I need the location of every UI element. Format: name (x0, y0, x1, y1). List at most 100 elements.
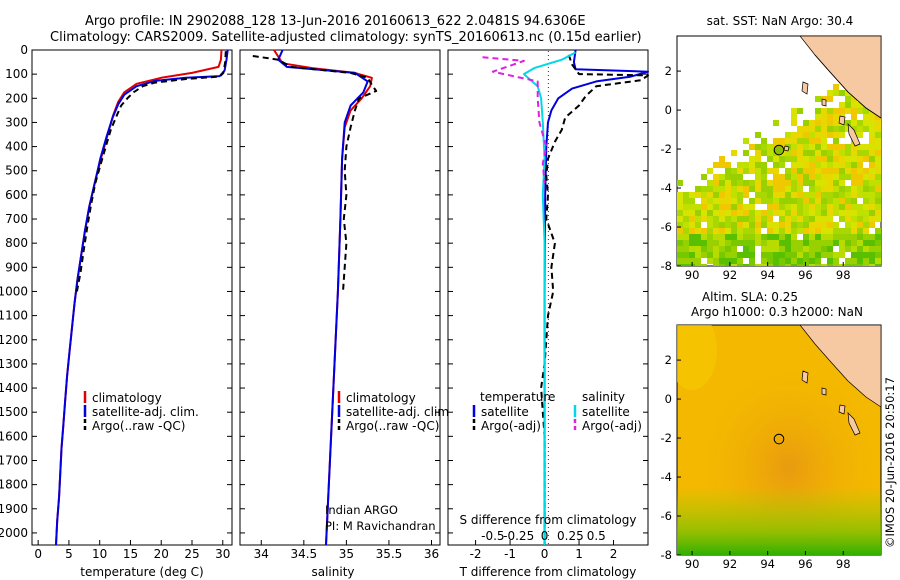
sst-cell (815, 162, 821, 168)
sst-cell (695, 186, 701, 192)
sst-cell (869, 258, 875, 264)
y-tick-label: -2 (661, 431, 672, 445)
sst-cell (851, 198, 857, 204)
legend-label-temp-satellite: satellite (481, 405, 529, 419)
sst-cell (761, 150, 767, 156)
island-shape (783, 81, 861, 152)
x-tick-label: 34 (254, 547, 269, 561)
x-tick-label: 96 (798, 268, 813, 282)
sst-cell (725, 264, 731, 266)
sst-cell (719, 246, 725, 252)
y-tick-label: 700 (5, 212, 28, 226)
sst-cell (839, 228, 845, 234)
sst-cell (689, 234, 695, 240)
sst-cell (815, 252, 821, 258)
sst-cell (785, 258, 791, 264)
sst-cell (821, 186, 827, 192)
sst-cell (767, 240, 773, 246)
x-tick-label: 35 (339, 547, 354, 561)
sst-cell (779, 174, 785, 180)
sst-cell (821, 222, 827, 228)
sst-cell (803, 264, 809, 266)
sst-cell (749, 198, 755, 204)
sst-cell (779, 234, 785, 240)
sst-cell (851, 102, 857, 108)
sst-cell (731, 192, 737, 198)
sst-cell (827, 264, 833, 266)
sst-cell (737, 186, 743, 192)
sst-cell (815, 174, 821, 180)
x-tick-label: 35.5 (376, 547, 403, 561)
sst-cell (695, 204, 701, 210)
y-tick-label: 1100 (0, 309, 28, 323)
sst-cell (839, 162, 845, 168)
y-tick-label: 100 (5, 67, 28, 81)
sst-cell (785, 228, 791, 234)
sst-cell (827, 186, 833, 192)
sst-cell (845, 198, 851, 204)
sst-cell (827, 234, 833, 240)
x-tick-label: 98 (836, 557, 851, 571)
sst-cell (785, 168, 791, 174)
sst-cell (851, 168, 857, 174)
sst-cell (755, 198, 761, 204)
sst-cell (857, 240, 863, 246)
sst-cell (833, 90, 839, 96)
sst-cell (797, 192, 803, 198)
sst-cell (857, 174, 863, 180)
sst-cell (731, 168, 737, 174)
sst-cell (743, 228, 749, 234)
sst-cell (833, 120, 839, 126)
sst-cell (683, 198, 689, 204)
sst-cell (809, 210, 815, 216)
sst-cell (857, 120, 863, 126)
sst-cell (719, 210, 725, 216)
sst-cell (869, 204, 875, 210)
sst-cell (689, 258, 695, 264)
sst-cell (791, 216, 797, 222)
sst-cell (857, 150, 863, 156)
x-tick-label: 0 (34, 547, 42, 561)
sst-cell (857, 204, 863, 210)
sst-cell (845, 156, 851, 162)
sst-cell (857, 126, 863, 132)
sst-cell (683, 258, 689, 264)
sst-cell (755, 240, 761, 246)
sst-cell (833, 204, 839, 210)
sst-cell (797, 150, 803, 156)
sst-cell (833, 210, 839, 216)
y-tick-label: 400 (5, 140, 28, 154)
sst-cell (785, 234, 791, 240)
sst-cell (701, 264, 707, 266)
sst-cell (827, 150, 833, 156)
sst-cell (875, 168, 881, 174)
sst-cell (809, 204, 815, 210)
legend-label-climatology: climatology (92, 391, 162, 405)
sst-cell (737, 162, 743, 168)
sst-cell (839, 180, 845, 186)
top-tick-label: 0.5 (587, 529, 606, 543)
sst-cell (785, 204, 791, 210)
sst-cell (839, 252, 845, 258)
sst-cell (797, 108, 803, 114)
sst-cell (821, 240, 827, 246)
sst-cell (857, 180, 863, 186)
top-tick-label: -0.25 (503, 529, 534, 543)
sst-cell (875, 174, 881, 180)
sst-cell (773, 228, 779, 234)
sst-cell (833, 138, 839, 144)
sst-cell (701, 192, 707, 198)
legend-label-argo: Argo(..raw -QC) (92, 419, 185, 433)
sst-cell (791, 150, 797, 156)
sst-cell (851, 246, 857, 252)
sst-cell (767, 144, 773, 150)
sst-cell (725, 174, 731, 180)
temperature-legend: climatology satellite-adj. clim. Argo(..… (83, 391, 199, 433)
sla-map-title-line-1: Altim. SLA: 0.25 (702, 290, 798, 304)
sst-cell (719, 204, 725, 210)
sst-cell (755, 180, 761, 186)
x-tick-label: 15 (123, 547, 138, 561)
sst-cell (695, 264, 701, 266)
sst-cell (845, 108, 851, 114)
sst-cell (827, 258, 833, 264)
